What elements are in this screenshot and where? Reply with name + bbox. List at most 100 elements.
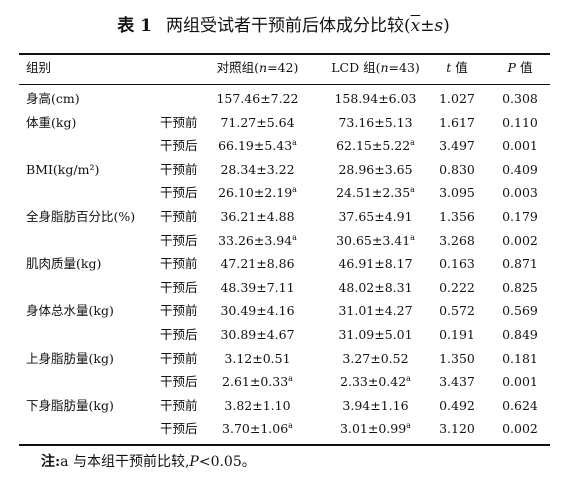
- row-time-label-text: 干预前: [160, 256, 198, 271]
- row-group-label-text: 全身脂肪百分比(%): [26, 209, 136, 224]
- lcd-value: 46.91±8.17: [318, 256, 433, 272]
- significance-marker: a: [292, 138, 297, 147]
- lcd-value: 3.94±1.16: [318, 398, 433, 414]
- t-value: 1.027: [433, 91, 481, 107]
- table-header-rule: [19, 84, 550, 85]
- t-value: 0.830: [433, 162, 481, 178]
- p-value-text: 0.849: [502, 327, 538, 342]
- lcd-value-text: 46.91±8.17: [338, 256, 413, 271]
- significance-marker: a: [410, 233, 415, 242]
- lcd-value-text: 31.09±5.01: [338, 327, 413, 342]
- t-value-text: 3.497: [439, 138, 475, 153]
- p-value-text: 0.825: [502, 280, 538, 295]
- lcd-value: 73.16±5.13: [318, 115, 433, 131]
- control-value: 3.70±1.06a: [205, 421, 310, 437]
- lcd-value-text: 62.15±5.22: [336, 138, 411, 153]
- t-value: 0.572: [433, 303, 481, 319]
- t-value: 3.268: [433, 233, 481, 249]
- p-value-text: 0.181: [502, 351, 538, 366]
- control-value-text: 3.70±1.06: [222, 421, 289, 436]
- header-control-post: =42): [267, 60, 299, 75]
- control-value: 33.26±3.94a: [205, 233, 310, 249]
- t-value-text: 1.350: [439, 351, 475, 366]
- control-value-text: 28.34±3.22: [220, 162, 295, 177]
- row-group-label: 肌肉质量(kg): [26, 256, 101, 272]
- p-value: 0.003: [491, 185, 549, 201]
- p-value-text: 0.003: [502, 185, 538, 200]
- header-group: 组别: [26, 60, 52, 75]
- header-lcd: LCD 组(n=43): [318, 60, 433, 76]
- row-time-label: 干预后: [160, 374, 198, 390]
- t-value: 0.222: [433, 280, 481, 296]
- header-lcd-post: =43): [388, 60, 420, 75]
- row-group-label: 下身脂肪量(kg): [26, 398, 114, 414]
- lcd-value: 62.15±5.22a: [318, 138, 433, 154]
- p-value-text: 0.001: [502, 374, 538, 389]
- t-value-text: 0.191: [439, 327, 475, 342]
- p-value: 0.001: [491, 138, 549, 154]
- lcd-value-text: 2.33±0.42: [340, 374, 407, 389]
- row-time-label-text: 干预后: [160, 280, 198, 295]
- control-value: 36.21±4.88: [205, 209, 310, 225]
- t-value-text: 1.027: [439, 91, 475, 106]
- row-time-label: 干预前: [160, 398, 198, 414]
- row-group-label-text: 身体总水量(kg): [26, 303, 114, 318]
- row-time-label: 干预前: [160, 115, 198, 131]
- t-value-text: 3.437: [439, 374, 475, 389]
- header-p-value: P 值: [491, 60, 549, 76]
- footnote-text-b: <0.05。: [198, 454, 256, 470]
- row-time-label-text: 干预后: [160, 327, 198, 342]
- row-group-label: 全身脂肪百分比(%): [26, 209, 135, 225]
- t-value: 0.163: [433, 256, 481, 272]
- lcd-value-text: 37.65±4.91: [338, 209, 413, 224]
- row-group-label: 上身脂肪量(kg): [26, 351, 114, 367]
- p-value: 0.002: [491, 233, 549, 249]
- p-value: 0.825: [491, 280, 549, 296]
- t-value: 1.356: [433, 209, 481, 225]
- t-value-text: 3.120: [439, 421, 475, 436]
- row-time-label: 干预后: [160, 185, 198, 201]
- header-control-n: n: [259, 60, 268, 75]
- control-value: 30.49±4.16: [205, 303, 310, 319]
- row-time-label: 干预后: [160, 280, 198, 296]
- row-time-label-text: 干预后: [160, 138, 198, 153]
- p-value: 0.179: [491, 209, 549, 225]
- control-value-text: 71.27±5.64: [220, 115, 295, 130]
- header-t-symbol: t: [446, 60, 452, 75]
- p-value: 0.002: [491, 421, 549, 437]
- p-value: 0.849: [491, 327, 549, 343]
- p-value: 0.001: [491, 374, 549, 390]
- p-value-text: 0.002: [502, 421, 538, 436]
- lcd-value: 37.65±4.91: [318, 209, 433, 225]
- control-value-text: 48.39±7.11: [220, 280, 295, 295]
- significance-marker: a: [410, 185, 415, 194]
- lcd-value-text: 158.94±6.03: [334, 91, 417, 106]
- p-value: 0.110: [491, 115, 549, 131]
- control-value-text: 26.10±2.19: [218, 185, 293, 200]
- header-control: 对照组(n=42): [205, 60, 310, 76]
- t-value: 3.120: [433, 421, 481, 437]
- lcd-value: 31.01±4.27: [318, 303, 433, 319]
- lcd-value-text: 3.01±0.99: [340, 421, 407, 436]
- lcd-value-text: 3.27±0.52: [342, 351, 409, 366]
- control-value-text: 3.12±0.51: [224, 351, 291, 366]
- row-time-label-text: 干预前: [160, 303, 198, 318]
- lcd-value: 31.09±5.01: [318, 327, 433, 343]
- lcd-value: 158.94±6.03: [318, 91, 433, 107]
- lcd-value-text: 30.65±3.41: [336, 233, 411, 248]
- control-value: 47.21±8.86: [205, 256, 310, 272]
- row-time-label: 干预前: [160, 256, 198, 272]
- t-value: 1.617: [433, 115, 481, 131]
- lcd-value-text: 31.01±4.27: [338, 303, 413, 318]
- p-value-text: 0.569: [502, 303, 538, 318]
- row-group-label-text: 身高(cm): [26, 91, 80, 106]
- control-value: 66.19±5.43a: [205, 138, 310, 154]
- control-value-text: 36.21±4.88: [220, 209, 295, 224]
- lcd-value: 2.33±0.42a: [318, 374, 433, 390]
- t-value-text: 0.830: [439, 162, 475, 177]
- t-value-text: 0.222: [439, 280, 475, 295]
- table-bottom-rule: [19, 444, 550, 446]
- p-value-text: 0.624: [502, 398, 538, 413]
- table-footnote: 注:a 与本组干预前比较,P<0.05。: [41, 451, 256, 473]
- p-value: 0.871: [491, 256, 549, 272]
